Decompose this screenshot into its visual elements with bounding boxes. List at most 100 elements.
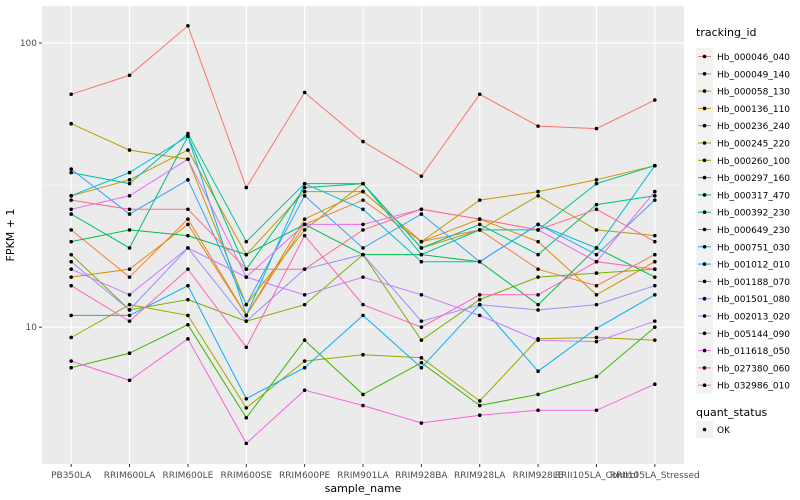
data-point-Hb_000136_110 — [361, 189, 365, 194]
data-point-Hb_000049_140 — [69, 228, 73, 232]
data-point-Hb_002013_020 — [361, 275, 365, 279]
legend-label: Hb_000245_220 — [717, 140, 790, 150]
data-point-Hb_000046_040 — [653, 98, 657, 102]
data-point-Hb_000751_030 — [361, 207, 365, 212]
data-point-Hb_000649_230 — [594, 181, 599, 186]
legend-key-point — [702, 227, 707, 232]
data-point-Hb_000392_230 — [302, 185, 307, 190]
data-point-Hb_011618_050 — [69, 359, 73, 363]
data-point-Hb_027380_060 — [186, 267, 190, 271]
x-tick-label: RRII105LA_Stressed — [610, 471, 700, 481]
data-point-Hb_027380_060 — [127, 319, 132, 323]
legend-item: Hb_027380_060 — [696, 359, 790, 377]
x-tick-label: RRIM600LE — [163, 471, 214, 481]
data-point-Hb_000046_040 — [594, 126, 599, 131]
data-point-Hb_001012_010 — [69, 313, 73, 318]
y-axis: 10 100 — [20, 39, 42, 333]
data-point-Hb_000245_220 — [477, 399, 482, 403]
data-point-Hb_000297_160 — [186, 322, 190, 327]
data-point-Hb_000260_100 — [477, 297, 482, 302]
data-point-Hb_000058_130 — [653, 259, 657, 264]
data-point-Hb_001012_010 — [244, 396, 249, 401]
data-point-Hb_001188_070 — [302, 193, 307, 198]
data-point-Hb_000236_240 — [594, 228, 599, 232]
data-point-Hb_001501_080 — [69, 259, 73, 264]
data-point-Hb_000046_040 — [536, 124, 540, 128]
legend-label: Hb_000136_110 — [717, 105, 790, 115]
legend-label: Hb_000649_230 — [717, 226, 790, 236]
data-point-Hb_000297_160 — [127, 351, 132, 355]
data-point-Hb_027380_060 — [69, 283, 73, 288]
data-point-Hb_000751_030 — [244, 313, 249, 318]
data-point-Hb_000392_230 — [653, 193, 657, 198]
legend-item: Hb_000317_470 — [696, 186, 790, 204]
data-point-Hb_000260_100 — [302, 302, 307, 307]
legend-key-point — [702, 262, 707, 266]
data-point-Hb_001501_080 — [127, 308, 132, 312]
data-point-Hb_000245_220 — [419, 356, 424, 360]
data-point-Hb_000058_130 — [302, 217, 307, 221]
legend-label: Hb_000317_470 — [717, 191, 790, 201]
data-point-Hb_000049_140 — [361, 198, 365, 202]
x-tick-label: RRIM600LA — [104, 471, 156, 481]
legend-item: Hb_000649_230 — [696, 221, 790, 238]
legend-label: Hb_000392_230 — [717, 209, 790, 219]
data-point-Hb_027380_060 — [653, 267, 657, 271]
data-point-Hb_032986_010 — [69, 198, 73, 202]
data-point-Hb_005144_090 — [361, 222, 365, 227]
shape-legend: quant_status OK — [696, 406, 768, 438]
data-point-Hb_000245_220 — [244, 406, 249, 410]
data-point-Hb_001501_080 — [594, 302, 599, 307]
data-point-Hb_000260_100 — [419, 338, 424, 342]
shape-legend-title: quant_status — [696, 406, 768, 419]
data-point-Hb_027380_060 — [419, 325, 424, 329]
color-legend: tracking_id Hb_000046_040 Hb_000049_140 Hb… — [696, 26, 790, 394]
data-point-Hb_000649_230 — [477, 228, 482, 232]
data-point-Hb_000245_220 — [127, 302, 132, 307]
data-point-Hb_000297_160 — [594, 374, 599, 379]
data-point-Hb_000392_230 — [127, 246, 132, 250]
data-point-Hb_000058_130 — [69, 275, 73, 279]
data-point-Hb_000049_140 — [536, 267, 540, 271]
data-point-Hb_000058_130 — [186, 222, 190, 227]
legend-key-point — [702, 123, 707, 128]
legend-label: Hb_011618_050 — [717, 347, 790, 357]
data-point-Hb_002013_020 — [653, 319, 657, 323]
data-point-Hb_001501_080 — [477, 302, 482, 307]
data-point-Hb_000751_030 — [653, 163, 657, 168]
legend-key-point — [702, 210, 707, 214]
data-point-Hb_000649_230 — [186, 131, 190, 136]
data-point-Hb_011618_050 — [653, 382, 657, 387]
data-point-Hb_001012_010 — [186, 283, 190, 288]
data-point-Hb_000049_140 — [127, 275, 132, 279]
data-point-Hb_000236_240 — [653, 233, 657, 238]
data-point-Hb_000297_160 — [653, 325, 657, 329]
legend-key-point — [702, 141, 707, 145]
data-point-Hb_002013_020 — [477, 313, 482, 318]
data-point-Hb_000317_470 — [186, 233, 190, 238]
legend-key-point — [702, 314, 707, 318]
data-point-Hb_000392_230 — [69, 212, 73, 216]
legend-label: Hb_001501_080 — [717, 295, 790, 305]
legend-label: Hb_000260_100 — [717, 157, 790, 167]
legend-item: Hb_000236_240 — [696, 117, 790, 135]
data-point-Hb_001012_010 — [127, 313, 132, 318]
data-point-Hb_032986_010 — [302, 267, 307, 271]
data-point-Hb_032986_010 — [536, 228, 540, 232]
data-point-Hb_000297_160 — [69, 365, 73, 370]
data-point-Hb_005144_090 — [653, 189, 657, 194]
data-point-Hb_000245_220 — [302, 359, 307, 363]
data-point-Hb_032986_010 — [361, 228, 365, 232]
x-tick-label: RRIM600SE — [221, 471, 273, 481]
legend-label: Hb_002013_020 — [717, 313, 790, 323]
data-point-Hb_000751_030 — [69, 193, 73, 198]
data-point-Hb_032986_010 — [477, 217, 482, 221]
x-tick-label: RRIM928LA — [454, 471, 506, 481]
legend-item: Hb_000049_140 — [696, 65, 790, 83]
data-point-Hb_000245_220 — [69, 335, 73, 340]
data-point-Hb_000058_130 — [536, 239, 540, 244]
data-point-Hb_032986_010 — [186, 207, 190, 212]
data-point-Hb_000317_470 — [127, 228, 132, 232]
data-point-Hb_000236_240 — [69, 121, 73, 126]
data-point-Hb_001012_010 — [419, 365, 424, 370]
